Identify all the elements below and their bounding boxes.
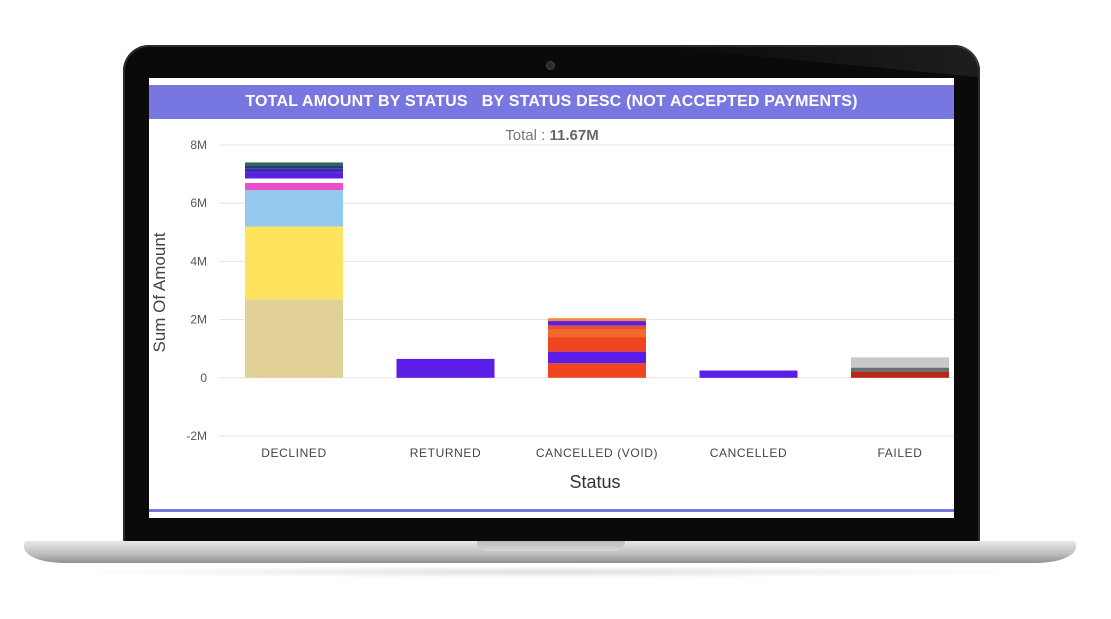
total-label-prefix: Total : (505, 127, 549, 144)
bar-segment (396, 358, 495, 378)
bottom-divider (149, 509, 954, 512)
y-axis-label: Sum Of Amount (150, 232, 169, 352)
bar-segment (245, 165, 343, 169)
y-tick-label: 6M (190, 196, 207, 210)
x-axis-label: Status (569, 472, 620, 492)
bar-segment (245, 190, 343, 227)
total-label: Total : 11.67M (505, 127, 598, 144)
bar-segment (245, 172, 343, 179)
bar-segment (548, 318, 646, 322)
y-tick-label: 2M (190, 313, 207, 327)
bar-segment (548, 337, 646, 352)
x-tick-label: DECLINED (261, 446, 326, 460)
bar-segment (548, 351, 646, 364)
x-tick-label: CANCELLED (710, 446, 787, 460)
bar-segment (548, 329, 646, 338)
bar-segment (245, 162, 343, 166)
y-tick-label: 8M (190, 138, 207, 152)
total-value: 11.67M (549, 127, 598, 144)
x-tick-label: RETURNED (410, 446, 481, 460)
y-tick-label: 4M (190, 254, 207, 268)
chart-title: TOTAL AMOUNT BY STATUS BY STATUS DESC (N… (149, 85, 954, 119)
laptop-base-notch (477, 541, 625, 551)
bar-segment (548, 325, 646, 330)
stacked-bar-chart: Total : 11.67M 8M 6M 4M 2M 0 -2M Sum Of Amount D… (150, 127, 954, 492)
x-tick-label: FAILED (878, 446, 923, 460)
x-tick-label: CANCELLED (VOID) (536, 446, 658, 460)
bar-segment (245, 182, 343, 191)
laptop-screen: TOTAL AMOUNT BY STATUS BY STATUS DESC (N… (149, 78, 954, 518)
y-tick-label: -2M (186, 429, 207, 443)
bar-segment (245, 168, 343, 173)
bar-segment (245, 226, 343, 300)
laptop-shadow (60, 566, 1040, 578)
bar-segment (851, 367, 949, 372)
bar-segment (699, 370, 798, 378)
y-tick-label: 0 (200, 371, 207, 385)
bar-segment (851, 371, 949, 378)
bar-segment (245, 299, 343, 378)
bar-segment (851, 357, 949, 368)
bar-segment (548, 321, 646, 326)
webcam-icon (546, 61, 555, 70)
bar-segment (548, 363, 646, 378)
laptop-base (24, 541, 1076, 563)
bar-segment (245, 178, 343, 183)
